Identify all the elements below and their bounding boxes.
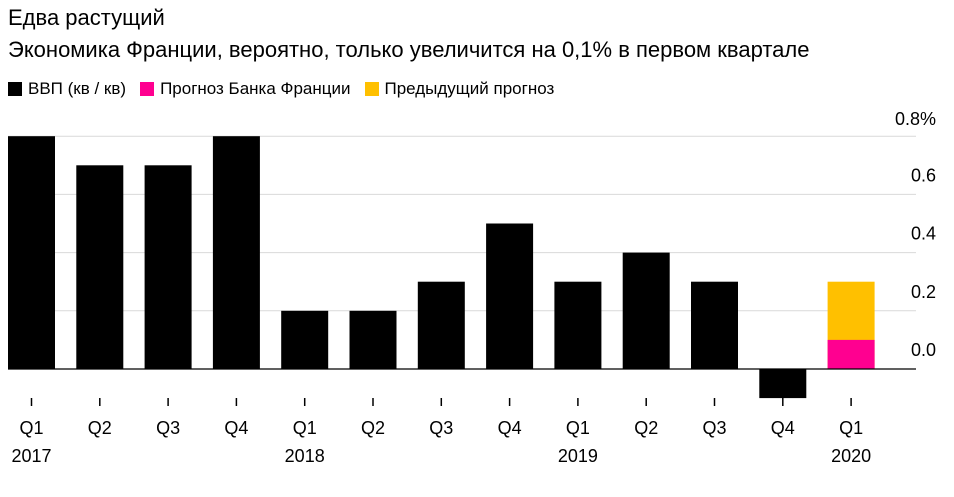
x-tick-label: Q3 <box>429 418 453 438</box>
x-tick-label: Q4 <box>498 418 522 438</box>
x-year-label: 2017 <box>11 446 51 466</box>
x-tick-label: Q2 <box>361 418 385 438</box>
legend-label-previous-forecast: Предыдущий прогноз <box>384 79 555 98</box>
y-tick-label: 0.0 <box>911 340 936 360</box>
bar-q3-10-s0 <box>691 281 738 369</box>
x-tick-label: Q3 <box>156 418 180 438</box>
bar-q2-1-s0 <box>76 165 124 369</box>
legend-swatch-gdp <box>8 82 22 96</box>
legend: ВВП (кв / кв) Прогноз Банка Франции Пред… <box>8 79 568 99</box>
y-tick-label: 0.4 <box>911 224 936 244</box>
x-tick-label: Q1 <box>293 418 317 438</box>
legend-item-gdp: ВВП (кв / кв) <box>8 79 126 99</box>
legend-label-bank-forecast: Прогноз Банка Франции <box>160 79 351 98</box>
y-tick-label: 0.6 <box>911 165 936 185</box>
x-year-label: 2019 <box>558 446 598 466</box>
bar-q1-8-s0 <box>554 281 602 369</box>
legend-swatch-bank-forecast <box>140 82 155 96</box>
legend-swatch-previous-forecast <box>364 82 379 96</box>
x-tick-label: Q1 <box>839 418 863 438</box>
x-tick-label: Q2 <box>88 418 112 438</box>
x-tick-label: Q1 <box>566 418 590 438</box>
x-tick-label: Q2 <box>634 418 658 438</box>
chart-subtitle: Экономика Франции, вероятно, только увел… <box>8 37 810 62</box>
x-year-label: 2020 <box>831 446 871 466</box>
bar-q3-2-s0 <box>144 165 192 369</box>
y-tick-label: 0.8% <box>895 109 936 129</box>
bar-q1-12-s1 <box>827 339 875 369</box>
x-tick-label: Q1 <box>19 418 43 438</box>
chart-title: Едва растущий <box>8 5 165 30</box>
bar-q1-4-s0 <box>281 310 329 369</box>
x-year-label: 2018 <box>285 446 325 466</box>
legend-label-gdp: ВВП (кв / кв) <box>28 79 127 98</box>
x-tick-label: Q4 <box>224 418 248 438</box>
legend-item-bank-forecast: Прогноз Банка Франции <box>140 79 351 99</box>
y-tick-label: 0.2 <box>911 282 936 302</box>
x-tick-label: Q3 <box>702 418 726 438</box>
x-tick-label: Q4 <box>771 418 795 438</box>
bar-q2-9-s0 <box>622 252 670 369</box>
bar-q3-6-s0 <box>417 281 465 369</box>
bar-q4-11-s0 <box>759 369 807 399</box>
legend-item-previous-forecast: Предыдущий прогноз <box>364 79 555 99</box>
bar-q4-7-s0 <box>486 223 534 369</box>
bar-q4-3-s0 <box>212 136 260 369</box>
bar-q1-0-s0 <box>8 136 55 369</box>
bar-q2-5-s0 <box>349 310 397 369</box>
